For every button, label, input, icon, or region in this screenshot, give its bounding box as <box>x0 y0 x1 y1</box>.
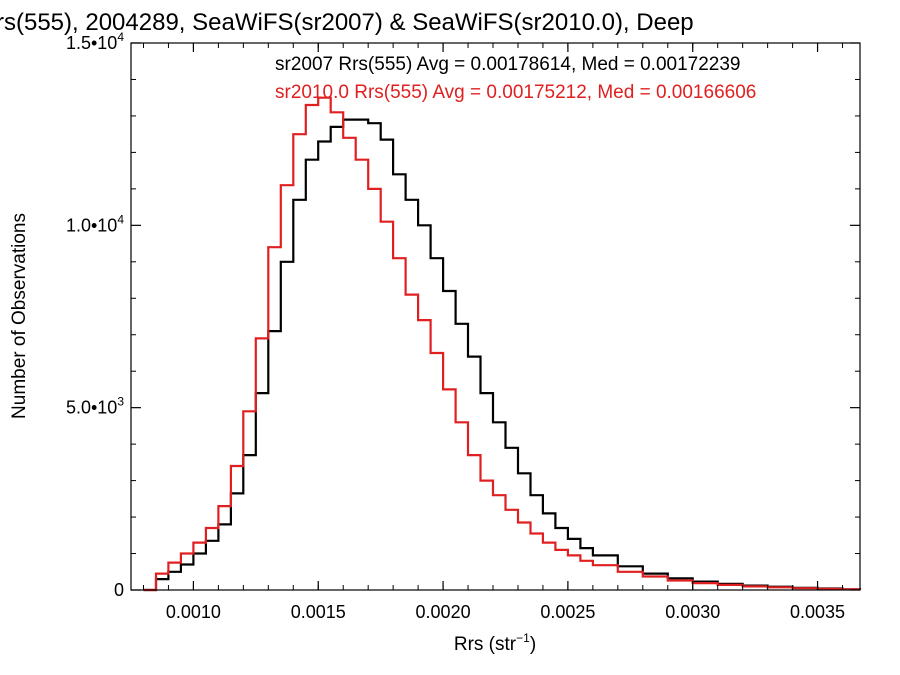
annotations: sr2007 Rrs(555) Avg = 0.00178614, Med = … <box>275 54 756 103</box>
y-axis-ticks: 0 5.0•103 1.0•104 1.5•104 <box>66 30 860 600</box>
y-tick-label: 5.0•103 <box>66 395 124 418</box>
x-tick-label: 0.0025 <box>540 602 595 622</box>
x-axis-label: Rrs (str−1) <box>454 631 536 655</box>
y-tick-label: 0 <box>114 580 124 600</box>
chart-title: rs(555), 2004289, SeaWiFS(sr2007) & SeaW… <box>0 9 694 36</box>
y-tick-label: 1.5•104 <box>66 30 124 53</box>
x-tick-label: 0.0010 <box>166 602 221 622</box>
y-tick-label: 1.0•104 <box>66 212 124 235</box>
histogram-series-0 <box>143 118 862 592</box>
y-axis-label: Number of Observations <box>9 213 30 419</box>
plot-frame <box>130 42 861 591</box>
histogram-series-1 <box>143 96 862 592</box>
annotation-sr2010: sr2010.0 Rrs(555) Avg = 0.00175212, Med … <box>275 82 756 103</box>
x-tick-label: 0.0015 <box>291 602 346 622</box>
x-tick-label: 0.0020 <box>416 602 471 622</box>
x-tick-label: 0.0030 <box>665 602 720 622</box>
annotation-sr2007: sr2007 Rrs(555) Avg = 0.00178614, Med = … <box>275 54 741 75</box>
series-layer <box>143 96 862 592</box>
x-tick-label: 0.0035 <box>790 602 845 622</box>
x-axis-ticks: 0.0010 0.0015 0.0020 0.0025 0.0030 0.0035 <box>142 43 845 622</box>
